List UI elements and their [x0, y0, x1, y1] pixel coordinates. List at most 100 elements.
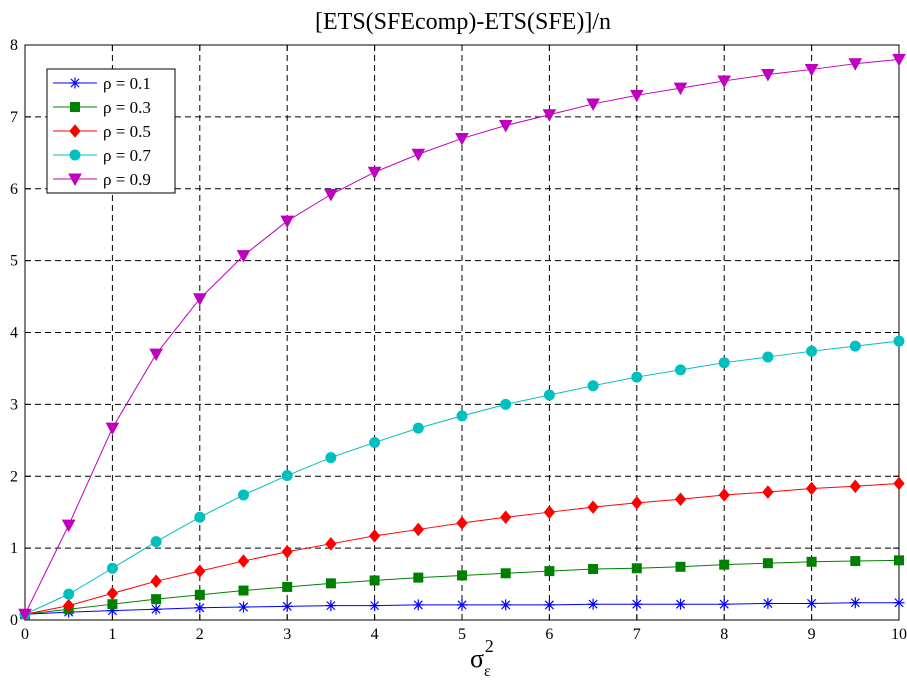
- legend-label: ρ = 0.5: [103, 122, 151, 141]
- legend-item: ρ = 0.9: [53, 170, 151, 189]
- data-point: [631, 371, 643, 383]
- x-tick-label: 8: [720, 626, 728, 643]
- data-point: [631, 496, 643, 510]
- data-point: [238, 489, 249, 501]
- data-point: [237, 554, 250, 568]
- data-point: [850, 556, 861, 567]
- data-point: [456, 599, 468, 611]
- x-tick-label: 2: [196, 626, 204, 643]
- data-point: [61, 519, 76, 533]
- data-point: [369, 436, 381, 448]
- x-axis-label-subscript: ε: [484, 663, 491, 680]
- data-point: [150, 603, 162, 615]
- data-point: [806, 556, 817, 567]
- y-tick-label: 2: [10, 468, 18, 485]
- x-axis-tick-labels: 0 1 2 3 4 5 6 7 8 9 10: [21, 626, 907, 643]
- data-point: [629, 89, 644, 103]
- data-point: [500, 398, 512, 410]
- legend-marker: [69, 149, 81, 161]
- data-point: [804, 63, 819, 77]
- data-point: [456, 410, 468, 422]
- y-tick-label: 8: [10, 37, 18, 54]
- data-point: [849, 340, 861, 352]
- data-point: [18, 608, 32, 622]
- data-point: [587, 380, 599, 392]
- data-point: [675, 598, 686, 610]
- data-point: [194, 602, 206, 614]
- legend: ρ = 0.1 ρ = 0.3 ρ = 0.5 ρ = 0.7 ρ = 0.9: [46, 68, 176, 194]
- data-point: [325, 452, 337, 464]
- data-point: [412, 422, 424, 434]
- legend-marker: [69, 77, 81, 89]
- data-point: [149, 348, 163, 362]
- data-point: [542, 109, 557, 122]
- data-point: [893, 335, 905, 347]
- x-tick-label: 1: [108, 626, 116, 643]
- data-point: [543, 389, 555, 401]
- data-point: [718, 357, 730, 369]
- data-point: [675, 364, 686, 376]
- data-point: [457, 570, 467, 581]
- x-tick-label: 9: [808, 626, 816, 643]
- data-point: [761, 68, 775, 82]
- legend-label: ρ = 0.1: [103, 74, 151, 93]
- data-point: [411, 148, 426, 162]
- data-point: [498, 120, 513, 133]
- data-point: [369, 575, 380, 586]
- x-tick-label: 3: [283, 626, 291, 643]
- data-point: [367, 166, 382, 180]
- x-tick-label: 5: [458, 626, 466, 643]
- data-point: [719, 559, 730, 570]
- legend-marker: [70, 102, 80, 112]
- data-point: [106, 562, 118, 574]
- data-point: [500, 510, 512, 524]
- data-point: [63, 598, 75, 613]
- data-point: [587, 500, 599, 514]
- data-point: [63, 588, 75, 600]
- data-point: [674, 492, 687, 507]
- legend-item: ρ = 0.3: [53, 98, 151, 117]
- legend-marker: [68, 173, 82, 187]
- data-point: [849, 597, 861, 609]
- y-tick-label: 4: [10, 325, 18, 342]
- data-point: [194, 564, 206, 578]
- data-point: [500, 599, 512, 611]
- x-axis-label-base: σ: [470, 644, 484, 673]
- data-point: [456, 516, 468, 530]
- data-point: [544, 566, 555, 577]
- data-point: [150, 536, 162, 548]
- data-point: [368, 529, 381, 543]
- data-point: [892, 53, 906, 67]
- data-point: [281, 470, 293, 482]
- y-tick-label: 1: [10, 540, 18, 557]
- data-point: [151, 594, 162, 605]
- y-tick-label: 6: [10, 181, 18, 198]
- data-point: [500, 568, 511, 579]
- legend-label: ρ = 0.7: [103, 146, 151, 165]
- data-point: [762, 558, 773, 569]
- data-point: [805, 481, 818, 496]
- data-point: [325, 537, 337, 551]
- data-point: [718, 598, 730, 610]
- data-point: [412, 522, 424, 537]
- data-point: [588, 563, 599, 574]
- data-point: [194, 589, 205, 600]
- legend-marker: [69, 124, 81, 138]
- data-point: [107, 599, 118, 610]
- x-tick-label: 7: [633, 626, 641, 643]
- y-tick-label: 5: [10, 253, 18, 270]
- data-point: [543, 599, 555, 611]
- data-point: [848, 58, 863, 71]
- data-point: [762, 351, 774, 363]
- data-point: [238, 585, 249, 596]
- data-point: [806, 597, 818, 609]
- legend-label: ρ = 0.9: [103, 170, 151, 189]
- data-point: [849, 479, 861, 494]
- data-point: [894, 555, 904, 566]
- x-axis-label: σε 2: [470, 636, 494, 680]
- x-tick-label: 6: [545, 626, 553, 643]
- data-point: [369, 600, 381, 612]
- data-point: [412, 599, 424, 611]
- data-point: [192, 293, 207, 306]
